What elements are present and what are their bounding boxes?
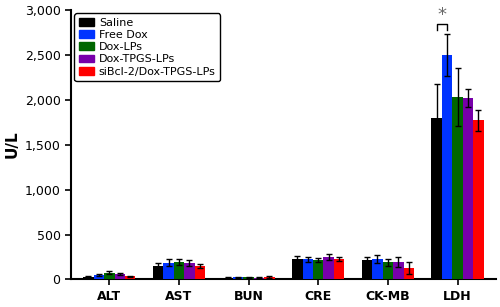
Bar xyxy=(174,262,184,279)
Bar xyxy=(463,98,473,279)
Bar xyxy=(83,277,94,279)
Bar xyxy=(393,262,404,279)
Bar xyxy=(264,277,274,279)
Bar xyxy=(194,266,205,279)
Bar xyxy=(222,278,233,279)
Bar xyxy=(292,259,302,279)
Bar xyxy=(244,277,254,279)
Legend: Saline, Free Dox, Dox-LPs, Dox-TPGS-LPs, siBcl-2/Dox-TPGS-LPs: Saline, Free Dox, Dox-LPs, Dox-TPGS-LPs,… xyxy=(74,13,220,81)
Bar xyxy=(324,257,334,279)
Bar xyxy=(153,266,164,279)
Bar xyxy=(313,260,324,279)
Bar xyxy=(334,259,344,279)
Bar xyxy=(94,275,104,279)
Bar xyxy=(372,259,382,279)
Bar xyxy=(442,55,452,279)
Bar xyxy=(104,273,115,279)
Bar xyxy=(233,278,243,279)
Bar xyxy=(362,260,372,279)
Bar xyxy=(382,262,393,279)
Bar xyxy=(432,118,442,279)
Bar xyxy=(473,120,484,279)
Y-axis label: U/L: U/L xyxy=(4,131,19,158)
Bar xyxy=(404,268,414,279)
Bar xyxy=(184,263,194,279)
Bar xyxy=(125,276,136,279)
Bar xyxy=(114,274,125,279)
Bar xyxy=(164,263,173,279)
Bar xyxy=(254,278,264,279)
Text: *: * xyxy=(438,6,446,24)
Bar xyxy=(302,259,313,279)
Bar xyxy=(452,97,463,279)
